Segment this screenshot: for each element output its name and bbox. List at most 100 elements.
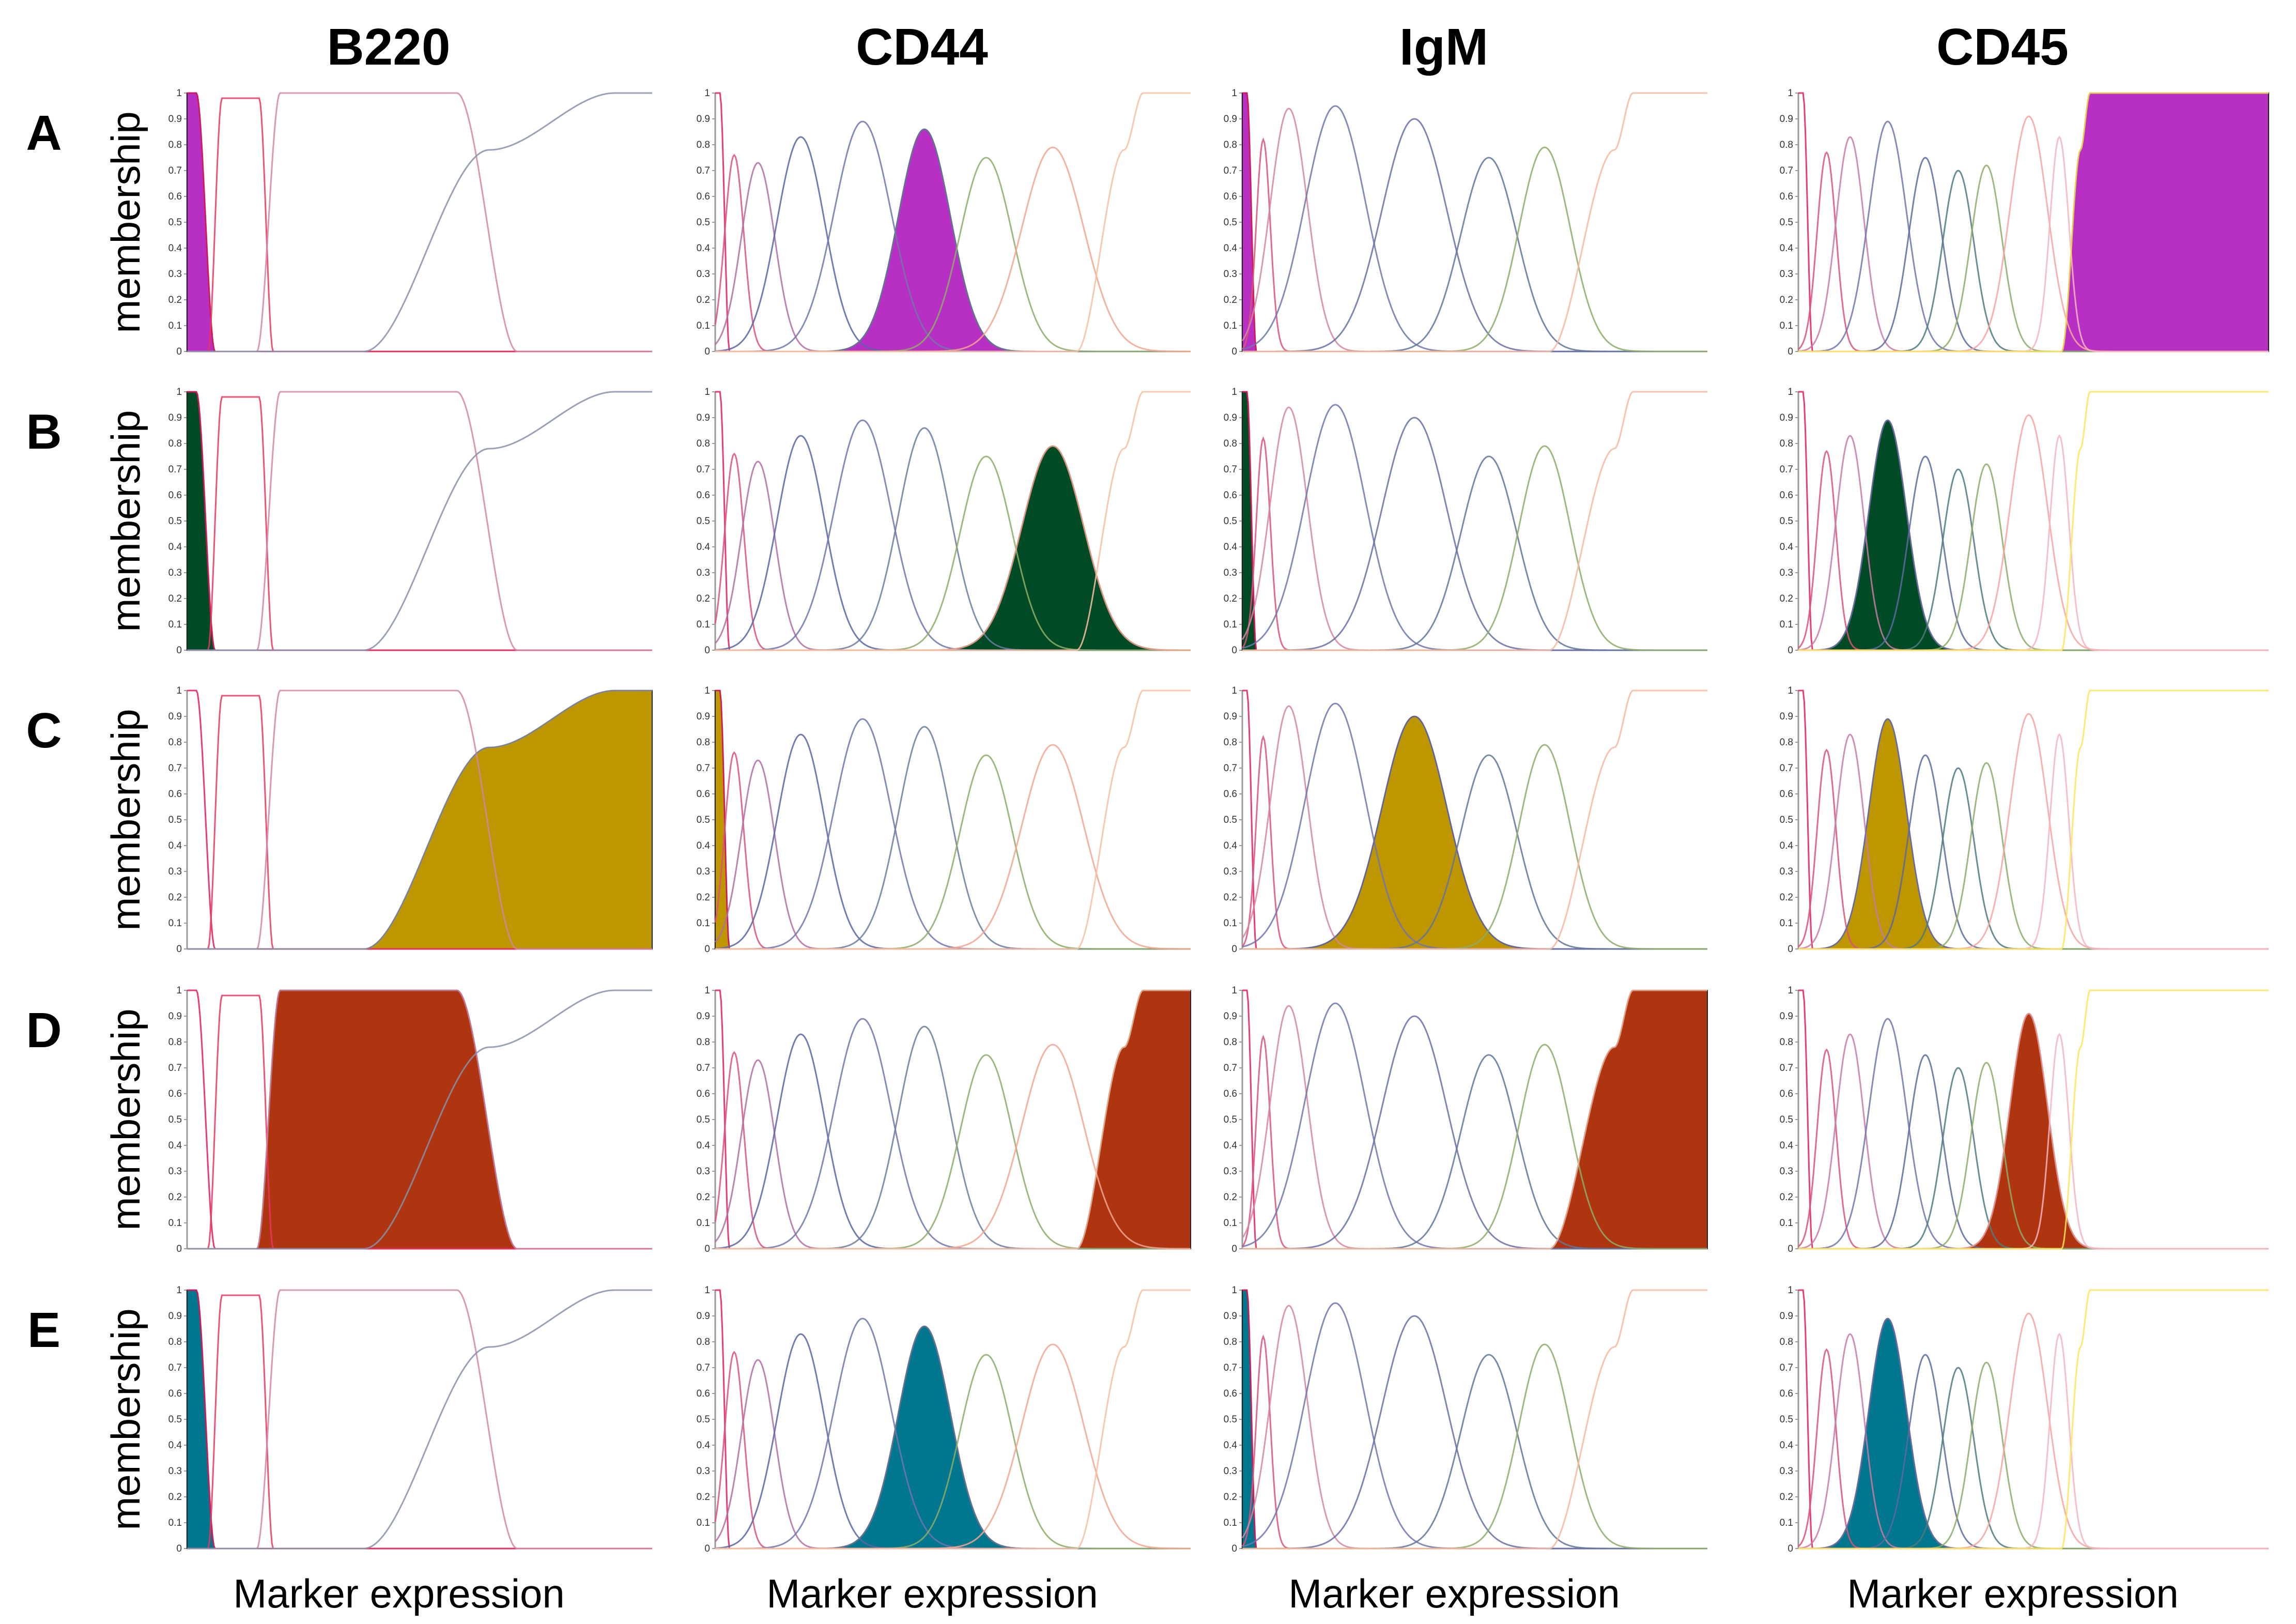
y-tick-label: 0.4 [1224,542,1238,553]
y-tick-label: 0.1 [697,1218,710,1229]
y-tick-label: 1 [176,685,182,696]
y-tick-label: 0.8 [697,1037,710,1048]
y-tick-label: 0.3 [168,269,182,280]
y-tick-label: 1 [704,685,710,696]
y-tick-label: 0.4 [697,542,711,553]
y-tick-label: 0.5 [1780,217,1793,228]
y-tick-label: 1 [176,1285,182,1296]
y-tick-label: 0.7 [168,1063,182,1074]
y-tick-label: 0.7 [697,464,710,475]
y-tick-label: 0.2 [1780,593,1793,604]
membership-curve-mf8 [1242,92,1707,353]
membership-curve-mf8 [1242,1289,1707,1550]
y-tick-label: 0.6 [1780,1388,1793,1399]
panel-b-cd45: 0 0.1 0.2 0.3 0.4 0.5 0.6 0.7 0.8 0.9 1 [1780,387,2269,656]
y-tick-label: 0.1 [168,1218,182,1229]
y-tick-label: 0.4 [1780,243,1794,254]
membership-curve-mf3 [187,989,652,1250]
y-tick-label: 1 [704,387,710,397]
y-tick-label: 0.4 [168,1440,182,1451]
y-tick-label: 0.3 [168,866,182,877]
y-tick-label: 0.8 [168,1337,182,1347]
y-tick-label: 0.9 [168,1011,182,1022]
panel-a-cd44: 0 0.1 0.2 0.3 0.4 0.5 0.6 0.7 0.8 0.9 1 [697,88,1191,357]
y-tick-label: 0.5 [1224,516,1237,527]
y-tick-label: 1 [704,985,710,996]
y-tick-label: 0.7 [1224,165,1237,176]
y-axis-label: membership [103,709,148,930]
y-tick-label: 0 [704,346,710,357]
y-tick-label: 0 [1788,944,1793,955]
y-tick-label: 0.2 [697,593,710,604]
column-title-b220: B220 [327,18,450,76]
membership-curve-mf9 [715,391,1191,651]
y-tick-label: 0.9 [1780,711,1793,722]
y-tick-label: 0.2 [168,892,182,903]
membership-curve-mf9 [715,690,1191,950]
y-tick-label: 0.3 [697,866,710,877]
y-tick-label: 0.1 [1780,1518,1793,1528]
y-tick-label: 0.3 [697,1166,710,1177]
y-tick-label: 0.5 [168,516,182,527]
y-tick-label: 0.1 [1780,619,1793,630]
y-tick-label: 0.4 [1780,1140,1794,1151]
y-tick-label: 0.8 [1224,140,1237,150]
panel-d-cd45: 0 0.1 0.2 0.3 0.4 0.5 0.6 0.7 0.8 0.9 1 [1780,985,2269,1254]
y-tick-label: 0.1 [1224,1218,1237,1229]
y-tick-label: 0.1 [1224,619,1237,630]
y-tick-label: 0.4 [697,1140,711,1151]
membership-curve-mf9 [715,92,1191,353]
y-tick-label: 0.4 [1780,840,1794,851]
x-axis-label: Marker expression [1288,1571,1620,1616]
y-tick-label: 0.7 [697,165,710,176]
y-tick-label: 0.5 [1780,516,1793,527]
y-tick-label: 0.8 [168,737,182,748]
y-axis-label: membership [103,410,148,632]
y-tick-label: 0.3 [697,269,710,280]
y-tick-label: 0.3 [1780,568,1793,578]
y-tick-label: 0 [704,1543,710,1554]
y-tick-label: 0.2 [697,892,710,903]
panel-e-b220: 0 0.1 0.2 0.3 0.4 0.5 0.6 0.7 0.8 0.9 1 [168,1285,652,1554]
y-tick-label: 0.8 [1224,438,1237,449]
y-tick-label: 0.6 [168,789,182,800]
y-tick-label: 0.7 [168,464,182,475]
y-tick-label: 0.3 [168,1466,182,1477]
y-tick-label: 0.4 [1780,542,1794,553]
y-tick-label: 0.8 [697,438,710,449]
membership-curve-mf4 [187,690,652,950]
y-tick-label: 0.8 [1780,1337,1793,1347]
y-tick-label: 0.9 [1224,711,1237,722]
y-tick-label: 0.4 [697,840,711,851]
y-tick-label: 0.3 [1780,866,1793,877]
membership-curve-mf10 [1798,92,2269,353]
y-tick-label: 0.9 [1224,412,1237,423]
y-tick-label: 0.6 [697,789,710,800]
y-tick-label: 0 [176,1543,182,1554]
y-tick-label: 0.6 [1780,191,1793,202]
y-tick-label: 0 [704,944,710,955]
y-tick-label: 0 [704,645,710,656]
y-tick-label: 0.4 [1224,840,1238,851]
y-tick-label: 0.3 [1780,1466,1793,1477]
y-tick-label: 0.8 [1224,1037,1237,1048]
y-tick-label: 0.8 [168,438,182,449]
y-tick-label: 0.2 [168,1192,182,1203]
y-tick-label: 1 [704,88,710,99]
y-tick-label: 0.8 [1780,140,1793,150]
x-axis-label: Marker expression [1847,1571,2179,1616]
y-tick-label: 0.8 [1224,1337,1237,1347]
y-tick-label: 0.8 [168,1037,182,1048]
y-tick-label: 0.2 [1780,1492,1793,1503]
y-tick-label: 0.5 [697,516,710,527]
y-tick-label: 0.4 [1224,1440,1238,1451]
membership-curve-mf10 [1798,690,2269,950]
y-tick-label: 0 [1231,346,1237,357]
y-tick-label: 0.6 [1224,191,1237,202]
y-axis-label: membership [103,111,148,333]
row-label-b: B [26,404,61,459]
y-tick-label: 0.7 [1224,1063,1237,1074]
membership-curve-mf10 [1798,1289,2269,1550]
membership-curve-mf4 [187,92,652,353]
membership-curve-mf3 [187,690,652,950]
